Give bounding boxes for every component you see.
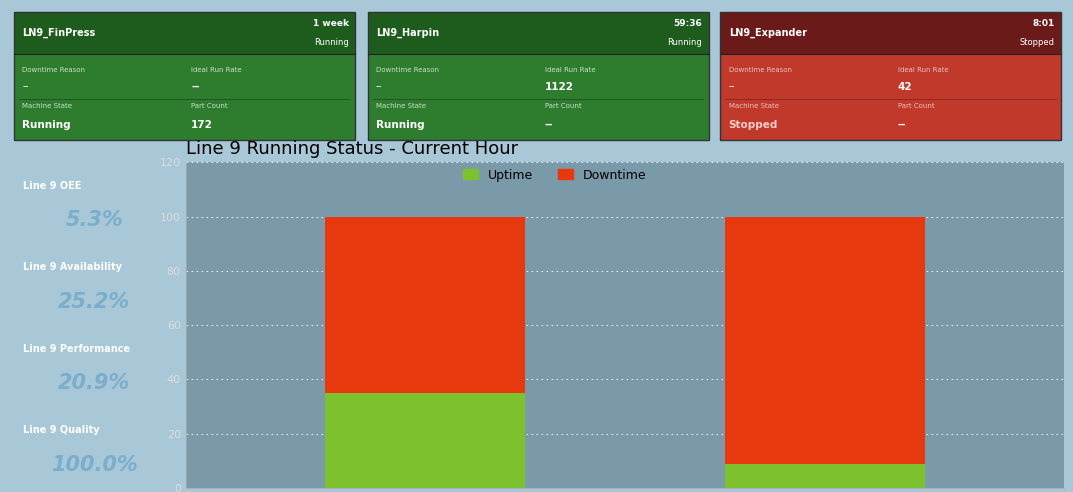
Text: 100.0%: 100.0%	[52, 455, 137, 475]
Bar	[325, 216, 525, 393]
Text: LN9_FinPress: LN9_FinPress	[23, 28, 95, 38]
Text: Running: Running	[376, 120, 425, 130]
Text: 42: 42	[897, 82, 912, 92]
Text: --: --	[897, 120, 906, 130]
Bar	[325, 393, 525, 488]
Legend: Uptime, Downtime: Uptime, Downtime	[462, 169, 647, 182]
Bar	[14, 55, 355, 140]
Text: Line 9 Availability: Line 9 Availability	[24, 262, 122, 272]
Text: LN9_Expander: LN9_Expander	[729, 28, 807, 38]
Text: Line 9 Running Status - Current Hour: Line 9 Running Status - Current Hour	[186, 140, 518, 158]
Bar	[725, 216, 925, 463]
Text: Machine State: Machine State	[23, 103, 72, 109]
Text: 25.2%: 25.2%	[58, 292, 131, 312]
Text: Stopped: Stopped	[1020, 38, 1055, 47]
Text: Part Count: Part Count	[191, 103, 227, 109]
Bar	[725, 463, 925, 488]
Text: 1122: 1122	[545, 82, 574, 92]
Text: --: --	[729, 83, 735, 92]
Text: --: --	[23, 83, 29, 92]
Text: Part Count: Part Count	[897, 103, 935, 109]
Text: 20.9%: 20.9%	[58, 373, 131, 393]
Text: Ideal Run Rate: Ideal Run Rate	[545, 67, 596, 73]
Bar	[720, 12, 1061, 55]
Text: LN9_Harpin: LN9_Harpin	[376, 28, 439, 38]
Text: Downtime Reason: Downtime Reason	[729, 67, 792, 73]
Text: Running: Running	[667, 38, 702, 47]
Text: 1 week: 1 week	[312, 19, 349, 29]
Text: Machine State: Machine State	[729, 103, 779, 109]
Bar	[368, 55, 708, 140]
Text: Ideal Run Rate: Ideal Run Rate	[897, 67, 949, 73]
Text: 8:01: 8:01	[1032, 19, 1055, 29]
Text: --: --	[376, 83, 382, 92]
Text: Line 9 Quality: Line 9 Quality	[24, 425, 100, 435]
Text: Part Count: Part Count	[545, 103, 582, 109]
Text: 5.3%: 5.3%	[65, 211, 123, 230]
Text: Line 9 Performance: Line 9 Performance	[24, 343, 131, 354]
Text: Line 9 OEE: Line 9 OEE	[24, 181, 82, 191]
Text: --: --	[191, 82, 200, 92]
Text: Ideal Run Rate: Ideal Run Rate	[191, 67, 241, 73]
Bar	[720, 12, 1061, 140]
Text: --: --	[545, 120, 554, 130]
Text: 172: 172	[191, 120, 214, 130]
Bar	[14, 12, 355, 55]
Text: Machine State: Machine State	[376, 103, 426, 109]
Text: Running: Running	[313, 38, 349, 47]
Text: Running: Running	[23, 120, 71, 130]
Bar	[720, 55, 1061, 140]
Text: Downtime Reason: Downtime Reason	[376, 67, 439, 73]
Text: Downtime Reason: Downtime Reason	[23, 67, 86, 73]
Text: Stopped: Stopped	[729, 120, 778, 130]
Text: 59:36: 59:36	[674, 19, 702, 29]
Bar	[368, 12, 708, 140]
Bar	[14, 12, 355, 140]
Bar	[368, 12, 708, 55]
